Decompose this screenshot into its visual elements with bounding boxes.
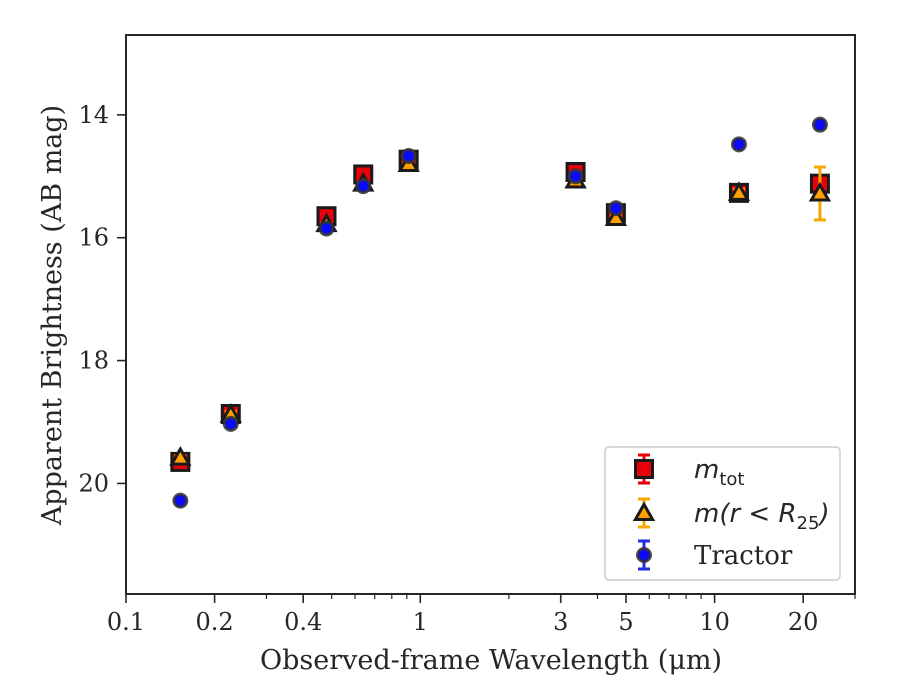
legend-label-main: m xyxy=(694,455,719,485)
y-tick-label: 16 xyxy=(78,224,109,252)
x-tick-label: 0.4 xyxy=(284,608,322,636)
data-point xyxy=(604,206,628,227)
data-point xyxy=(169,445,192,466)
data-point xyxy=(355,178,372,195)
y-tick-label: 14 xyxy=(78,101,109,129)
data-point xyxy=(607,200,624,217)
plot-area xyxy=(169,116,832,509)
legend-marker xyxy=(634,459,654,479)
legend-label: Tractor xyxy=(694,541,793,571)
x-tick-label: 3 xyxy=(553,608,568,636)
legend-marker xyxy=(632,501,656,521)
legend-marker xyxy=(636,547,652,563)
legend-entry: mtot xyxy=(634,453,744,490)
legend-entry: m(r < R25) xyxy=(632,497,830,534)
data-point xyxy=(172,492,189,509)
y-tick-label: 18 xyxy=(78,347,109,375)
legend-box xyxy=(604,446,841,581)
x-tick-label: 1 xyxy=(413,608,428,636)
data-point xyxy=(727,181,751,201)
legend-label-tail: ) xyxy=(817,499,829,529)
data-point xyxy=(730,136,747,153)
x-tick-label: 20 xyxy=(788,608,819,636)
x-tick-label: 0.1 xyxy=(107,608,145,636)
x-tick-label: 5 xyxy=(618,608,633,636)
axes: 0.1 0.2 0.4 1 3 5 10 20 14 16 18 20 xyxy=(78,34,856,636)
x-tick-label: 10 xyxy=(699,608,730,636)
plot-frame xyxy=(125,34,856,595)
y-tick-label: 20 xyxy=(78,469,109,497)
legend-label: mtot xyxy=(694,455,744,490)
x-tick-label: 0.2 xyxy=(196,608,234,636)
data-point xyxy=(567,168,584,185)
legend-label-subscript: tot xyxy=(719,469,744,490)
legend-label-main: Tractor xyxy=(694,541,793,571)
data-point xyxy=(222,415,239,432)
legend-label: m(r < R25) xyxy=(694,499,830,534)
legend: mtot m(r < R25) Tractor xyxy=(604,446,841,581)
x-axis-label: Observed-frame Wavelength (μm) xyxy=(260,645,722,676)
legend-label-subscript: 25 xyxy=(797,513,820,534)
data-point xyxy=(808,181,832,202)
data-point xyxy=(811,116,828,133)
legend-entry: Tractor xyxy=(636,539,793,571)
data-point xyxy=(400,148,417,165)
series-2 xyxy=(172,116,828,509)
legend-label-main: m(r < R xyxy=(694,499,797,529)
y-axis-label: Apparent Brightness (AB mag) xyxy=(37,105,68,526)
data-point xyxy=(318,220,335,237)
